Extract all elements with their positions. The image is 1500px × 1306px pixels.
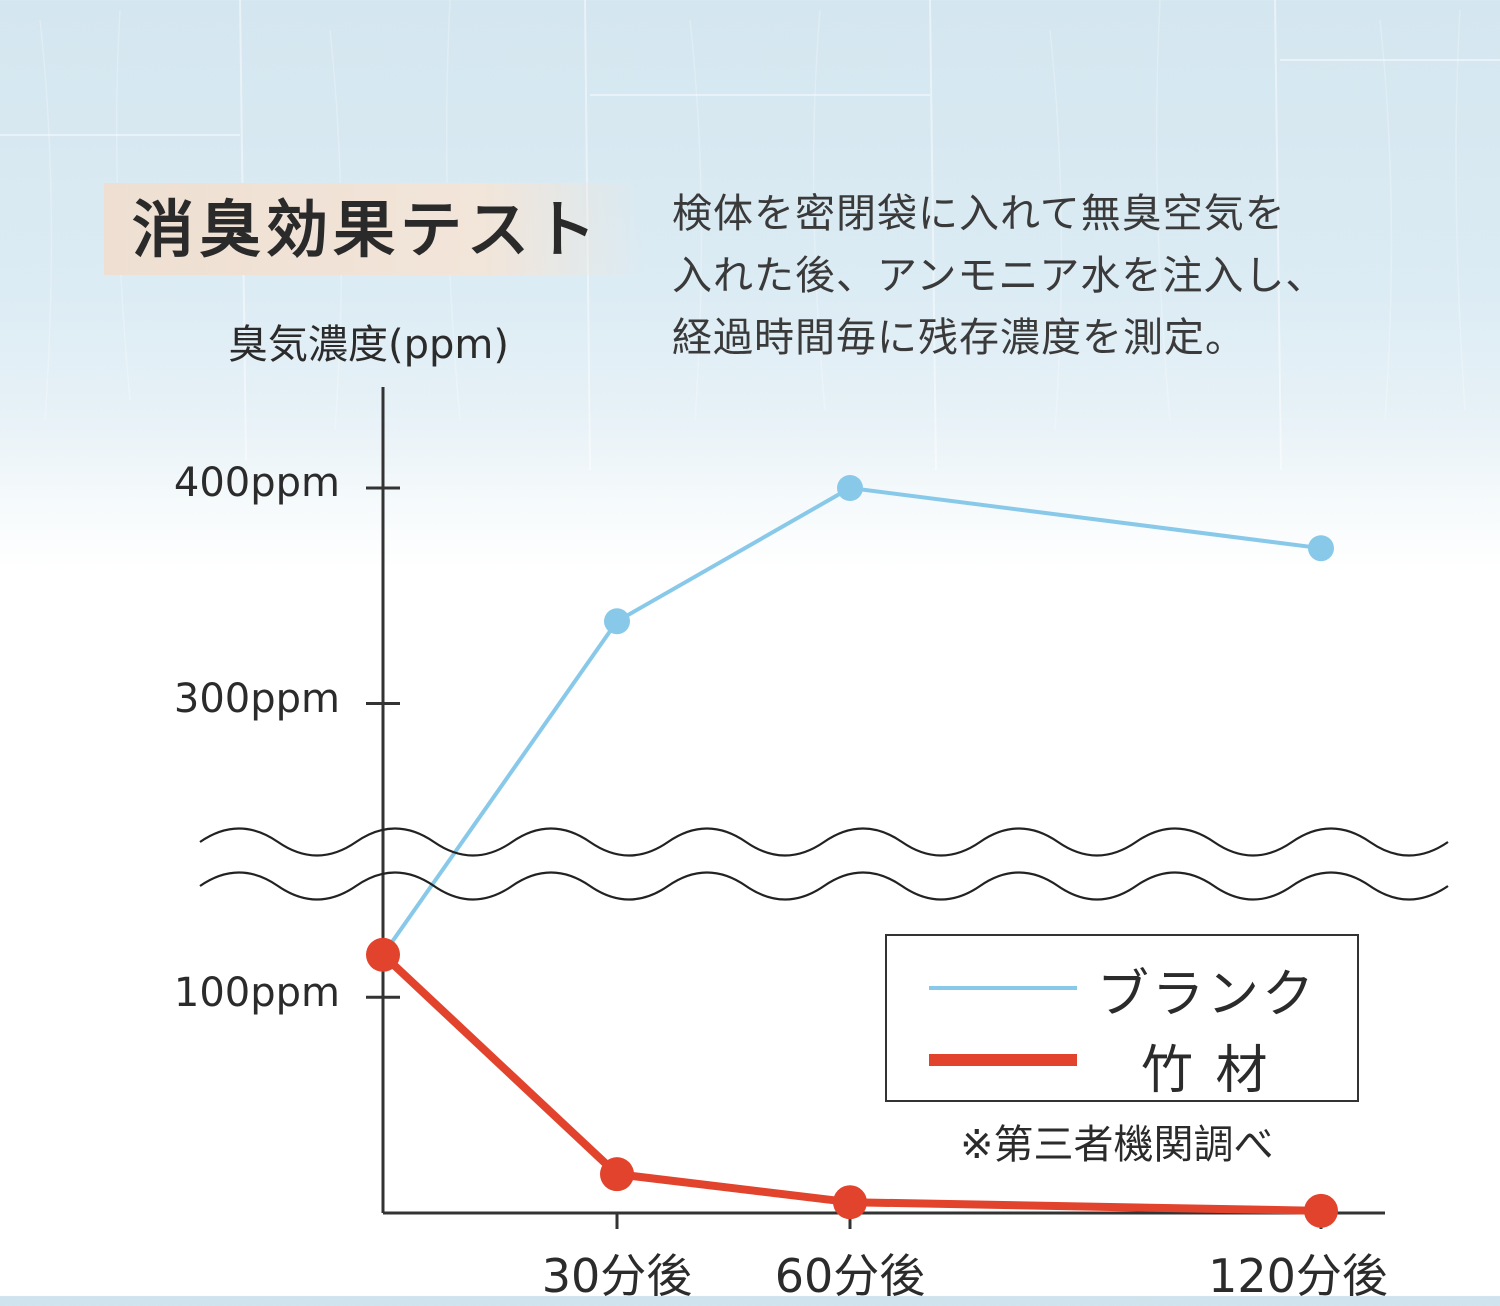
- series-line-bamboo: [380, 951, 1322, 1215]
- data-point-bamboo-120: [1304, 1193, 1338, 1228]
- legend: ブランク 竹 材: [885, 934, 1359, 1102]
- y-tick-label-300: 300ppm: [173, 676, 340, 722]
- series-line-blank: [381, 486, 1322, 956]
- data-point-blank-30: [604, 608, 630, 635]
- data-point-bamboo-0: [366, 937, 400, 972]
- x-tick-label-30: 30分後: [541, 1249, 693, 1303]
- description-line-3: 経過時間毎に残存濃度を測定。: [672, 315, 1246, 361]
- y-tick-label-100: 100ppm: [173, 970, 340, 1016]
- y-axis-label: 臭気濃度(ppm): [228, 322, 509, 368]
- y-tick-label-400: 400ppm: [173, 460, 340, 506]
- legend-swatch-bamboo: [929, 1054, 1077, 1066]
- legend-label-bamboo: 竹 材: [1141, 1041, 1271, 1101]
- description-line-2: 入れた後、アンモニア水を注入し、: [672, 253, 1327, 299]
- title-background: [104, 183, 644, 275]
- chart-title: 消臭効果テスト: [132, 193, 602, 266]
- data-point-bamboo-30: [600, 1157, 634, 1192]
- axis-break-wave-upper: [199, 827, 1449, 857]
- source-note: ※第三者機関調べ: [960, 1122, 1274, 1168]
- x-tick-label-60: 60分後: [774, 1249, 926, 1303]
- description-line-1: 検体を密閉袋に入れて無臭空気を: [672, 191, 1286, 237]
- x-tick-label-120: 120分後: [1208, 1249, 1388, 1303]
- legend-label-blank: ブランク: [1097, 965, 1318, 1025]
- data-point-blank-120: [1308, 535, 1334, 562]
- test-description: 検体を密閉袋に入れて無臭空気を 入れた後、アンモニア水を注入し、 経過時間毎に残…: [672, 183, 1472, 369]
- data-point-blank-60: [837, 475, 863, 501]
- axis-break-wave-lower: [199, 871, 1449, 901]
- legend-swatch-blank: [929, 986, 1077, 990]
- data-point-bamboo-60: [833, 1185, 867, 1220]
